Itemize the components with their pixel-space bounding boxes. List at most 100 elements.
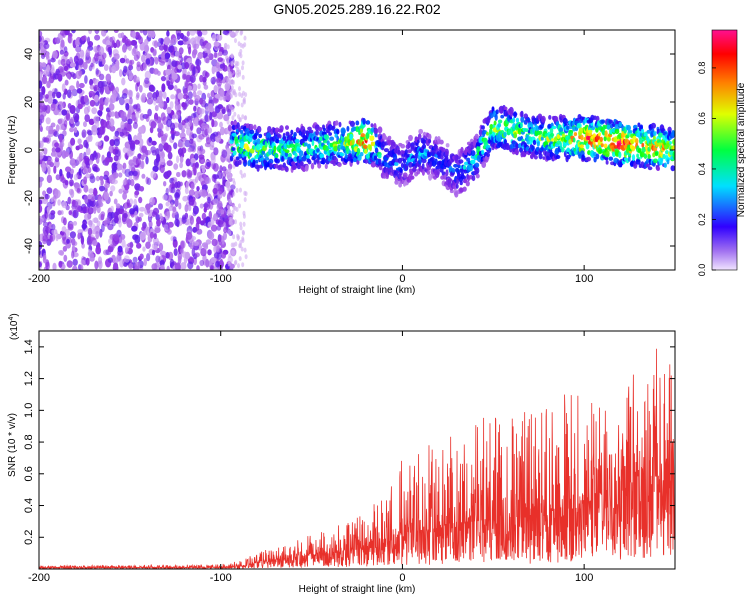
noise-blob [221, 108, 226, 115]
ridge-blob [362, 144, 368, 149]
noise-blob [132, 256, 138, 263]
noise-blob [201, 30, 208, 36]
noise-blob [87, 227, 93, 235]
noise-blob [117, 33, 123, 39]
noise-blob [101, 223, 105, 233]
noise-blob [197, 107, 203, 115]
noise-blob [205, 57, 210, 64]
noise-blob [166, 30, 170, 37]
noise-blob [72, 221, 78, 226]
ridge-blob [243, 159, 247, 163]
noise-blob [160, 264, 165, 270]
noise-blob [73, 127, 78, 134]
noise-blob [132, 30, 136, 39]
ridge-blob [421, 169, 425, 176]
ridge-blob [503, 106, 508, 111]
ridge-blob [660, 156, 664, 163]
noise-blob [163, 133, 169, 139]
noise-blob [187, 147, 193, 153]
noise-blob [174, 262, 181, 270]
noise-blob [39, 261, 42, 268]
noise-blob [201, 184, 208, 191]
y-tick-label: 0 [23, 147, 35, 153]
ridge-blob [364, 148, 368, 154]
noise-blob [182, 94, 189, 100]
noise-blob [181, 170, 187, 178]
noise-blob [142, 62, 147, 71]
noise-blob [196, 30, 202, 35]
noise-blob [89, 78, 94, 86]
noise-blob [73, 174, 79, 181]
noise-blob [177, 141, 183, 148]
ridge-blob [340, 157, 344, 162]
noise-blob [145, 114, 150, 122]
noise-blob [39, 199, 43, 205]
noise-blob [220, 252, 227, 259]
noise-blob [50, 103, 56, 112]
noise-blob [239, 169, 243, 175]
noise-blob [233, 111, 237, 117]
noise-blob [144, 70, 151, 80]
ridge-blob [497, 119, 503, 124]
noise-blob [221, 236, 225, 245]
noise-blob [162, 194, 168, 201]
noise-blob [61, 201, 68, 209]
noise-blob [186, 127, 192, 136]
noise-blob [45, 51, 50, 60]
noise-blob [72, 112, 80, 121]
noise-blob [54, 37, 61, 44]
ridge-blob [462, 165, 467, 170]
noise-blob [231, 30, 235, 36]
noise-blob [71, 30, 76, 34]
noise-blob [180, 262, 187, 270]
ridge-blob [595, 153, 600, 160]
noise-blob [134, 190, 140, 196]
noise-blob [52, 195, 57, 204]
noise-blob [194, 193, 199, 199]
noise-blob [113, 42, 117, 49]
noise-blob [114, 130, 120, 137]
noise-blob [84, 75, 88, 84]
noise-blob [121, 38, 127, 44]
noise-blob [138, 206, 146, 212]
noise-blob [174, 218, 180, 227]
noise-blob [135, 112, 140, 119]
ridge-blob [441, 147, 446, 153]
ridge-blob [606, 124, 611, 130]
noise-blob [201, 122, 207, 128]
noise-blob [206, 161, 211, 167]
ridge-blob [281, 155, 285, 162]
ridge-blob [311, 139, 315, 146]
noise-blob [131, 225, 138, 232]
ridge-blob [261, 150, 266, 155]
noise-blob [216, 112, 224, 120]
noise-blob [82, 206, 87, 214]
noise-blob [169, 258, 175, 268]
ridge-blob [410, 171, 413, 176]
noise-blob [194, 252, 200, 258]
noise-blob [196, 265, 200, 270]
noise-blob [113, 262, 119, 270]
y-tick-label: 20 [23, 96, 35, 108]
ridge-blob [421, 158, 427, 164]
noise-blob [243, 115, 247, 121]
ridge-blob [414, 158, 418, 163]
noise-blob [212, 163, 219, 172]
ridge-blob [538, 130, 543, 135]
ridge-blob [370, 123, 374, 128]
noise-blob [75, 205, 82, 213]
ridge-blob [321, 157, 326, 165]
noise-blob [50, 151, 56, 157]
noise-blob [203, 174, 207, 181]
noise-blob [158, 96, 163, 103]
noise-blob [57, 59, 62, 65]
noise-blob [62, 92, 66, 100]
ridge-blob [268, 158, 274, 164]
noise-blob [210, 139, 215, 148]
noise-blob [200, 247, 207, 257]
noise-blob [51, 223, 56, 231]
noise-blob [197, 83, 201, 90]
ridge-blob [377, 154, 382, 159]
noise-blob [167, 170, 172, 177]
noise-blob [97, 256, 103, 265]
